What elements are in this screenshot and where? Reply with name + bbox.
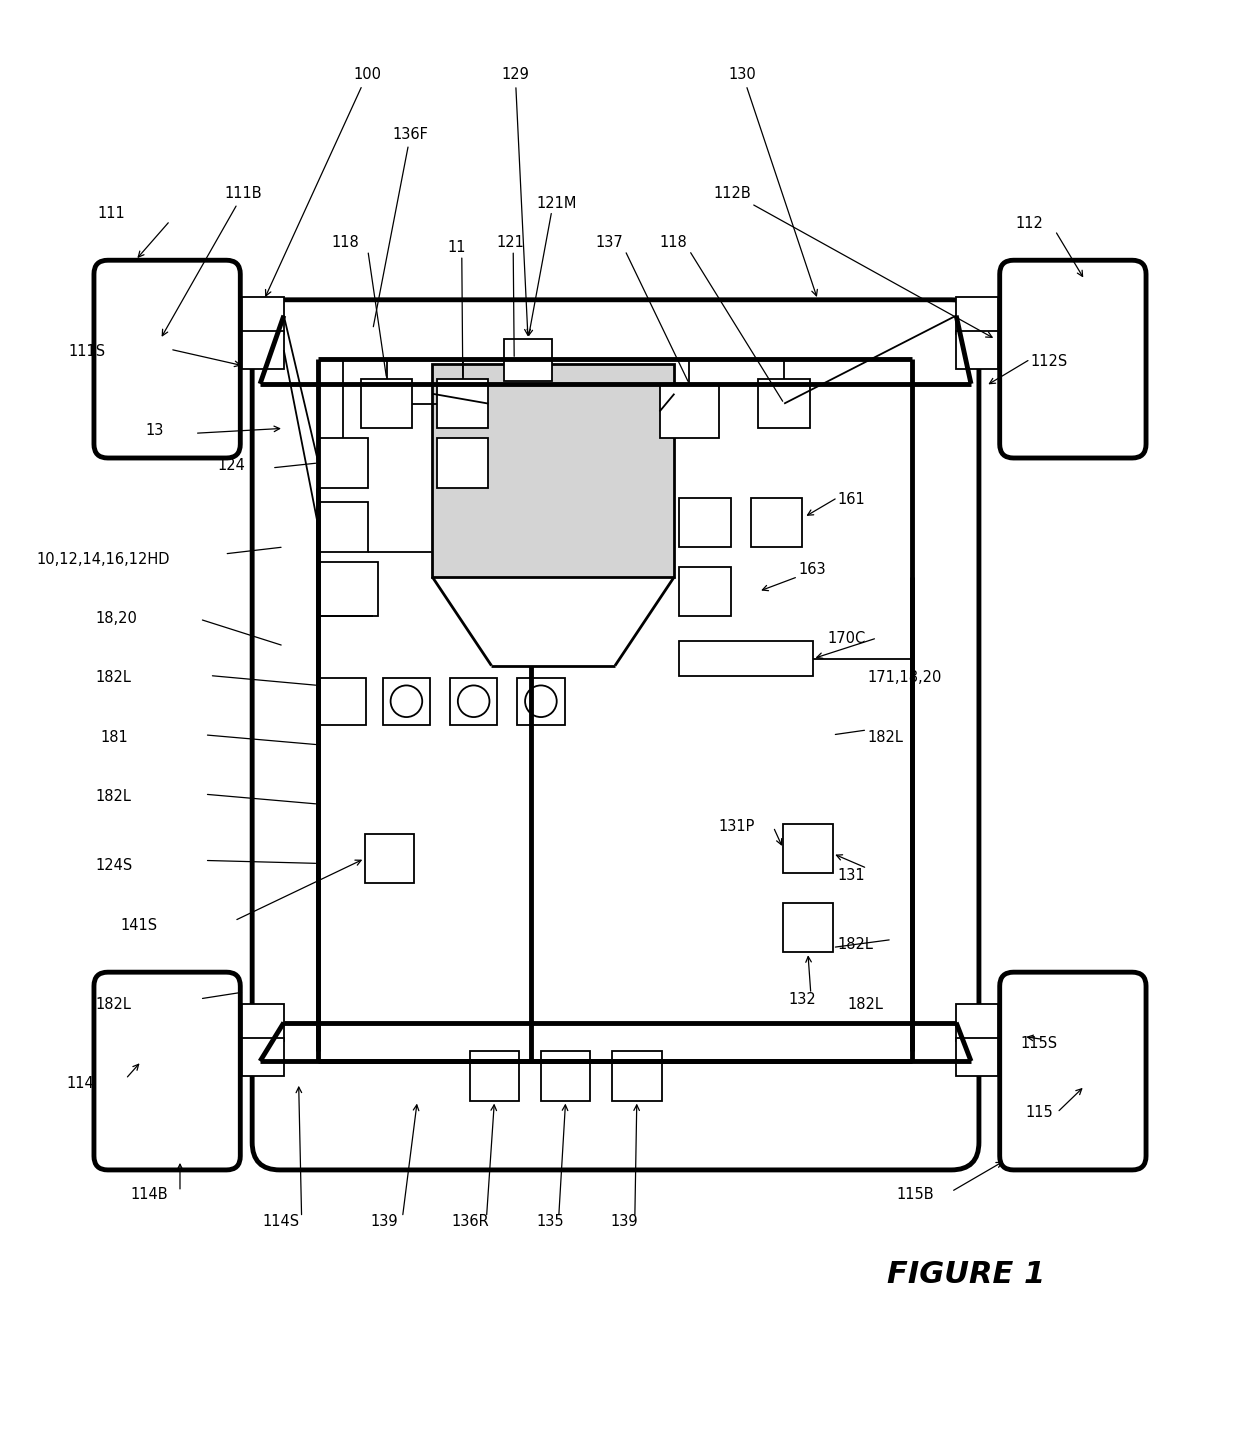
Text: 115B: 115B (897, 1186, 935, 1202)
Text: 170C: 170C (827, 631, 866, 646)
Bar (750, 497, 802, 548)
Text: 141S: 141S (120, 918, 157, 932)
FancyBboxPatch shape (94, 972, 241, 1170)
Bar (319, 562, 378, 616)
Text: 11: 11 (446, 240, 465, 256)
Text: 131P: 131P (719, 819, 755, 834)
Bar (242, 331, 284, 368)
Text: 132: 132 (789, 991, 816, 1007)
Bar (784, 903, 832, 952)
Text: FIGURE 1: FIGURE 1 (887, 1260, 1045, 1289)
Text: 114: 114 (66, 1077, 94, 1091)
Text: 121M: 121M (536, 195, 577, 211)
Text: 163: 163 (799, 562, 826, 577)
Bar (432, 364, 675, 577)
Text: 137: 137 (595, 236, 622, 250)
Text: 136R: 136R (451, 1214, 490, 1230)
Text: 131: 131 (837, 868, 866, 883)
Text: 118: 118 (660, 236, 687, 250)
Text: 124: 124 (217, 458, 246, 473)
Bar (956, 331, 998, 368)
Text: 111B: 111B (162, 186, 262, 335)
Text: 182L: 182L (95, 670, 131, 685)
Text: 100: 100 (265, 68, 381, 296)
Bar (784, 824, 832, 873)
FancyBboxPatch shape (252, 299, 978, 1170)
Bar (319, 678, 366, 725)
Text: 171,18,20: 171,18,20 (867, 670, 941, 685)
Text: 115S: 115S (1021, 1036, 1058, 1052)
Bar (436, 379, 489, 428)
Text: 182L: 182L (847, 997, 883, 1012)
Bar (436, 438, 489, 487)
Bar (680, 566, 730, 616)
Text: 129: 129 (501, 68, 531, 335)
Bar (505, 340, 552, 381)
Bar (956, 1039, 998, 1077)
Text: 182L: 182L (867, 730, 903, 744)
Text: 13: 13 (145, 423, 164, 438)
Bar (759, 379, 810, 428)
Text: 139: 139 (371, 1214, 398, 1230)
Text: 161: 161 (837, 493, 866, 507)
Text: 10,12,14,16,12HD: 10,12,14,16,12HD (37, 552, 170, 566)
Text: 182L: 182L (95, 997, 131, 1012)
FancyBboxPatch shape (999, 260, 1146, 458)
Text: 136F: 136F (373, 127, 429, 327)
Bar (470, 1052, 520, 1101)
Bar (680, 642, 812, 675)
Text: 115: 115 (1025, 1105, 1053, 1120)
Text: 112B: 112B (714, 186, 992, 337)
Bar (361, 379, 413, 428)
Text: 130: 130 (729, 68, 817, 296)
Text: 182L: 182L (837, 938, 873, 952)
Bar (242, 1039, 284, 1077)
Bar (956, 1004, 998, 1042)
Bar (450, 678, 497, 725)
Text: 139: 139 (610, 1214, 637, 1230)
Text: 124S: 124S (95, 858, 133, 873)
Text: 114S: 114S (262, 1214, 299, 1230)
Bar (242, 1004, 284, 1042)
Bar (319, 503, 368, 552)
FancyBboxPatch shape (999, 972, 1146, 1170)
Bar (517, 678, 564, 725)
Text: 18,20: 18,20 (95, 611, 138, 626)
Bar (242, 296, 284, 334)
Text: 112: 112 (1016, 215, 1043, 231)
Text: 181: 181 (100, 730, 129, 744)
Text: 112S: 112S (1030, 354, 1068, 368)
Bar (680, 497, 730, 548)
Bar (956, 296, 998, 334)
Text: 111S: 111S (68, 344, 105, 360)
Bar (660, 384, 719, 438)
FancyBboxPatch shape (94, 260, 241, 458)
Text: 182L: 182L (95, 789, 131, 803)
Bar (383, 678, 430, 725)
Text: 111: 111 (98, 205, 125, 221)
Text: 114B: 114B (130, 1186, 169, 1202)
Text: 135: 135 (536, 1214, 563, 1230)
Text: 118: 118 (331, 236, 360, 250)
Bar (541, 1052, 590, 1101)
Bar (365, 834, 414, 883)
Bar (319, 438, 368, 487)
Text: 121: 121 (496, 236, 525, 250)
Bar (613, 1052, 661, 1101)
